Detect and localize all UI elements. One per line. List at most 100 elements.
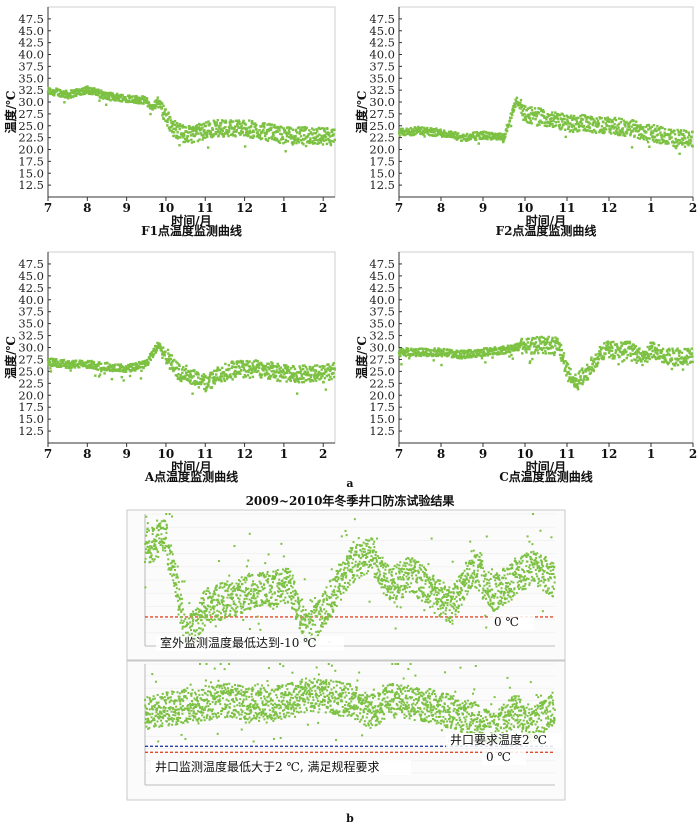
data-point (128, 365, 131, 368)
data-point (463, 351, 466, 354)
data-point (239, 585, 242, 588)
data-point (72, 364, 75, 368)
data-point (93, 87, 96, 90)
data-point (399, 354, 402, 358)
data-point (225, 583, 228, 586)
data-point (537, 351, 540, 355)
data-point (247, 592, 250, 595)
data-point (241, 590, 244, 593)
x-tick-label: 11 (559, 201, 576, 215)
data-point (481, 132, 485, 136)
data-point (548, 113, 551, 117)
data-point (195, 129, 198, 132)
data-point (457, 355, 461, 358)
data-point (200, 597, 203, 600)
data-point (94, 374, 97, 377)
data-point (343, 585, 346, 588)
data-point (242, 603, 245, 606)
data-point (193, 629, 196, 632)
data-point (550, 113, 553, 117)
data-point (552, 114, 555, 117)
data-point (649, 345, 652, 348)
data-point (360, 556, 363, 559)
data-point (684, 361, 687, 364)
data-point (591, 123, 595, 127)
data-point (209, 130, 212, 133)
data-point (438, 348, 441, 351)
data-point (267, 137, 271, 140)
data-point (346, 555, 349, 558)
data-point (555, 348, 559, 351)
data-point (534, 341, 538, 344)
data-point (203, 375, 207, 379)
data-point (360, 574, 363, 577)
data-point (105, 92, 109, 95)
data-point (151, 353, 154, 356)
data-point (680, 132, 683, 136)
data-point (174, 128, 178, 131)
data-point (266, 362, 269, 365)
data-point (417, 125, 420, 129)
data-point (90, 361, 94, 365)
data-point (506, 350, 509, 354)
data-point (580, 117, 583, 121)
data-point (332, 375, 336, 379)
data-point (310, 378, 313, 382)
data-point (150, 104, 153, 107)
data-point (200, 619, 203, 622)
data-point (584, 129, 588, 132)
data-point (587, 129, 590, 132)
data-point (266, 377, 270, 380)
data-point (309, 137, 312, 140)
data-point (661, 356, 664, 360)
data-point (323, 368, 327, 371)
data-point (231, 132, 234, 136)
data-point (199, 610, 202, 613)
data-point (322, 380, 325, 384)
data-point (525, 351, 528, 354)
data-point (352, 541, 355, 544)
data-point (166, 348, 170, 352)
y-tick-label: 30.0 (18, 341, 44, 355)
data-point (197, 373, 200, 376)
data-point (185, 624, 188, 627)
data-point (306, 625, 309, 628)
data-point (259, 604, 262, 607)
data-point (321, 374, 324, 378)
data-point (591, 122, 595, 125)
data-point (119, 96, 123, 99)
data-point (641, 128, 645, 131)
data-point (252, 360, 256, 363)
data-point (155, 349, 159, 352)
data-point (336, 580, 339, 583)
data-point (617, 348, 621, 351)
data-point (591, 131, 594, 134)
data-point (137, 97, 140, 101)
data-point (601, 128, 604, 131)
data-point (191, 624, 194, 627)
data-point (411, 129, 414, 132)
y-tick-label: 25.0 (369, 364, 395, 378)
data-point (135, 363, 139, 366)
data-point (229, 124, 232, 127)
data-point (679, 131, 682, 134)
data-point (220, 595, 223, 598)
data-point (124, 370, 128, 373)
data-point (575, 377, 578, 381)
data-point (421, 353, 424, 356)
data-point (321, 603, 324, 606)
data-point (585, 367, 589, 371)
data-point (121, 99, 124, 102)
data-point (146, 531, 149, 534)
data-point (608, 346, 611, 350)
data-point (183, 613, 186, 616)
data-point (572, 128, 575, 131)
data-point (128, 94, 131, 97)
data-point (118, 364, 121, 367)
data-point (161, 346, 165, 349)
data-point (147, 529, 150, 532)
data-point (301, 141, 304, 145)
data-point (144, 557, 147, 560)
data-point (525, 109, 528, 112)
data-point (498, 133, 502, 136)
